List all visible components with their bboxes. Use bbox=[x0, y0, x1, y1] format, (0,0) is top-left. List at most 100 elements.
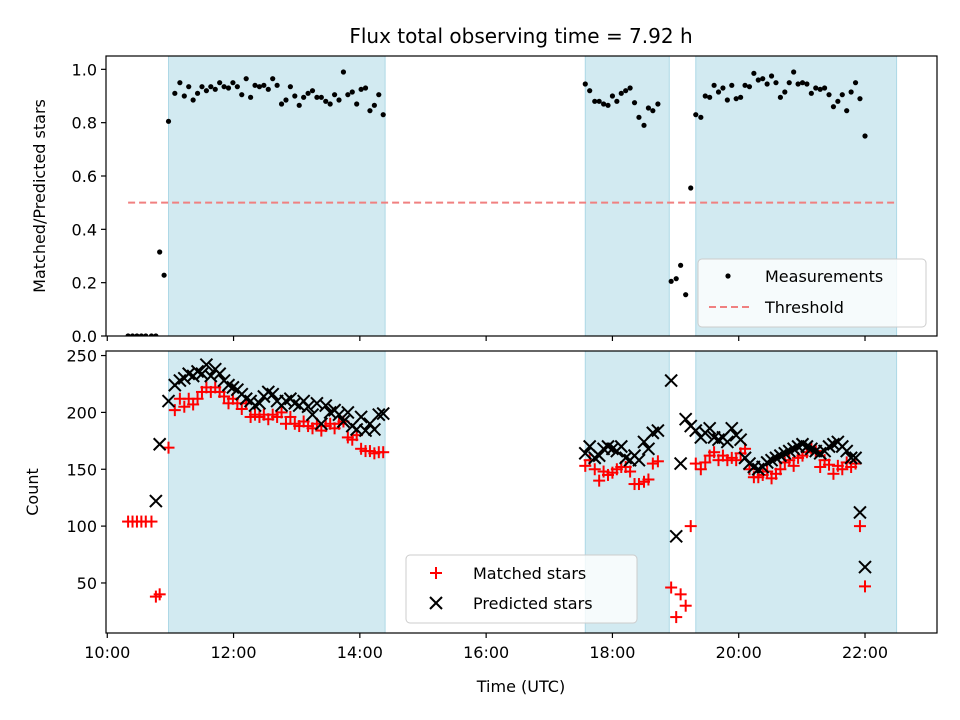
legend-label-measurements: Measurements bbox=[765, 267, 883, 286]
measurements-point bbox=[678, 262, 684, 268]
measurements-point bbox=[138, 333, 144, 336]
measurements-point bbox=[655, 101, 661, 107]
measurements-point bbox=[627, 85, 633, 91]
xtick-label: 14:00 bbox=[337, 643, 383, 662]
predicted-stars-point bbox=[265, 387, 280, 401]
matched-stars-point bbox=[377, 446, 390, 459]
measurements-point bbox=[199, 84, 205, 90]
predicted-stars-point bbox=[839, 444, 854, 458]
matched-stars-point bbox=[646, 457, 659, 470]
measurements-point bbox=[641, 122, 647, 128]
matched-stars-point bbox=[694, 463, 707, 476]
top-shaded-interval bbox=[168, 56, 386, 336]
measurements-point bbox=[817, 86, 823, 92]
predicted-stars-point bbox=[858, 560, 872, 574]
measurements-point bbox=[340, 69, 347, 75]
measurements-point bbox=[148, 333, 155, 336]
measurements-point bbox=[248, 94, 254, 100]
top-ytick-label: 0.4 bbox=[72, 220, 97, 239]
measurements-point bbox=[631, 100, 638, 106]
measurements-point bbox=[782, 89, 788, 95]
xtick-label: 22:00 bbox=[842, 643, 888, 662]
measurements-point bbox=[808, 90, 814, 96]
measurements-point bbox=[698, 114, 704, 120]
top-ytick-label: 0.8 bbox=[72, 114, 97, 133]
predicted-stars-point bbox=[341, 405, 355, 420]
predicted-stars-point bbox=[149, 494, 163, 508]
measurements-point bbox=[645, 105, 652, 111]
predicted-stars-point bbox=[578, 446, 592, 461]
matched-stars-point bbox=[153, 588, 166, 601]
top-legend-box bbox=[697, 258, 927, 328]
measurements-point bbox=[813, 85, 819, 91]
predicted-stars-point bbox=[354, 410, 368, 424]
measurements-point bbox=[134, 333, 140, 336]
matched-stars-point bbox=[651, 455, 664, 468]
predicted-stars-point bbox=[332, 407, 346, 422]
measurements-point bbox=[600, 101, 607, 107]
xtick-label: 16:00 bbox=[463, 643, 509, 662]
predicted-stars-point bbox=[725, 421, 739, 436]
xtick-label: 10:00 bbox=[84, 643, 130, 662]
measurements-point bbox=[592, 98, 598, 104]
matched-stars-point bbox=[162, 441, 175, 454]
matched-stars-point bbox=[836, 463, 849, 476]
measurements-point bbox=[839, 92, 845, 98]
measurements-point bbox=[165, 118, 172, 124]
matched-stars-point bbox=[284, 410, 297, 423]
measurements-point bbox=[835, 98, 841, 104]
measurements-point bbox=[707, 94, 713, 100]
measurements-point bbox=[256, 84, 263, 90]
measurements-point bbox=[278, 101, 285, 107]
measurements-point bbox=[596, 98, 602, 104]
measurements-point bbox=[327, 101, 333, 107]
top-ytick-label: 1.0 bbox=[72, 60, 97, 79]
measurements-point bbox=[715, 89, 722, 95]
matched-stars-point bbox=[145, 515, 158, 528]
measurements-point bbox=[270, 76, 276, 82]
top-panel: 0.0 0.2 0.4 0.6 0.8 1.0 Matched/Predicted sta… bbox=[30, 55, 938, 346]
bot-ytick-label: 150 bbox=[66, 460, 97, 479]
matched-stars-point bbox=[684, 520, 697, 533]
measurements-point bbox=[234, 84, 240, 90]
measurements-point bbox=[614, 98, 620, 104]
predicted-stars-point bbox=[669, 529, 683, 544]
top-ytick-label: 0.6 bbox=[72, 167, 97, 186]
measurements-point bbox=[296, 102, 302, 108]
measurements-point bbox=[362, 85, 369, 91]
measurements-point bbox=[746, 84, 753, 90]
predicted-stars-point bbox=[848, 451, 863, 465]
measurements-point bbox=[844, 108, 850, 114]
matched-stars-point bbox=[730, 454, 743, 467]
predicted-stars-point bbox=[252, 396, 267, 411]
measurements-point bbox=[287, 84, 293, 90]
measurements-point bbox=[848, 89, 854, 95]
measurements-point bbox=[243, 76, 249, 82]
predicted-stars-point bbox=[376, 406, 390, 421]
top-ytick-label: 0.0 bbox=[72, 327, 97, 346]
bot-ytick-label: 50 bbox=[77, 574, 97, 593]
matched-stars-point bbox=[665, 581, 678, 594]
matched-stars-point bbox=[853, 520, 866, 533]
matched-stars-point bbox=[827, 467, 840, 480]
measurements-point bbox=[172, 90, 178, 96]
measurements-point bbox=[331, 92, 338, 98]
measurements-point bbox=[129, 333, 136, 336]
predicted-stars-point bbox=[641, 442, 656, 456]
measurements-point bbox=[733, 96, 739, 102]
matched-stars-point bbox=[814, 460, 827, 473]
matched-stars-point bbox=[624, 465, 637, 478]
measurements-point bbox=[336, 97, 342, 103]
bottom-legend-box bbox=[405, 554, 638, 624]
chart-title: Flux total observing time = 7.92 h bbox=[349, 24, 692, 48]
measurements-point bbox=[161, 272, 167, 278]
top-ylabel: Matched/Predicted stars bbox=[30, 99, 49, 293]
matched-stars-point bbox=[743, 463, 756, 476]
measurements-point bbox=[190, 97, 196, 103]
measurements-point bbox=[380, 112, 386, 118]
measurements-point bbox=[587, 88, 593, 94]
measurements-point bbox=[862, 133, 868, 139]
measurements-point bbox=[636, 114, 642, 120]
bot-ytick-label: 100 bbox=[66, 517, 97, 536]
matched-stars-point bbox=[674, 588, 687, 601]
